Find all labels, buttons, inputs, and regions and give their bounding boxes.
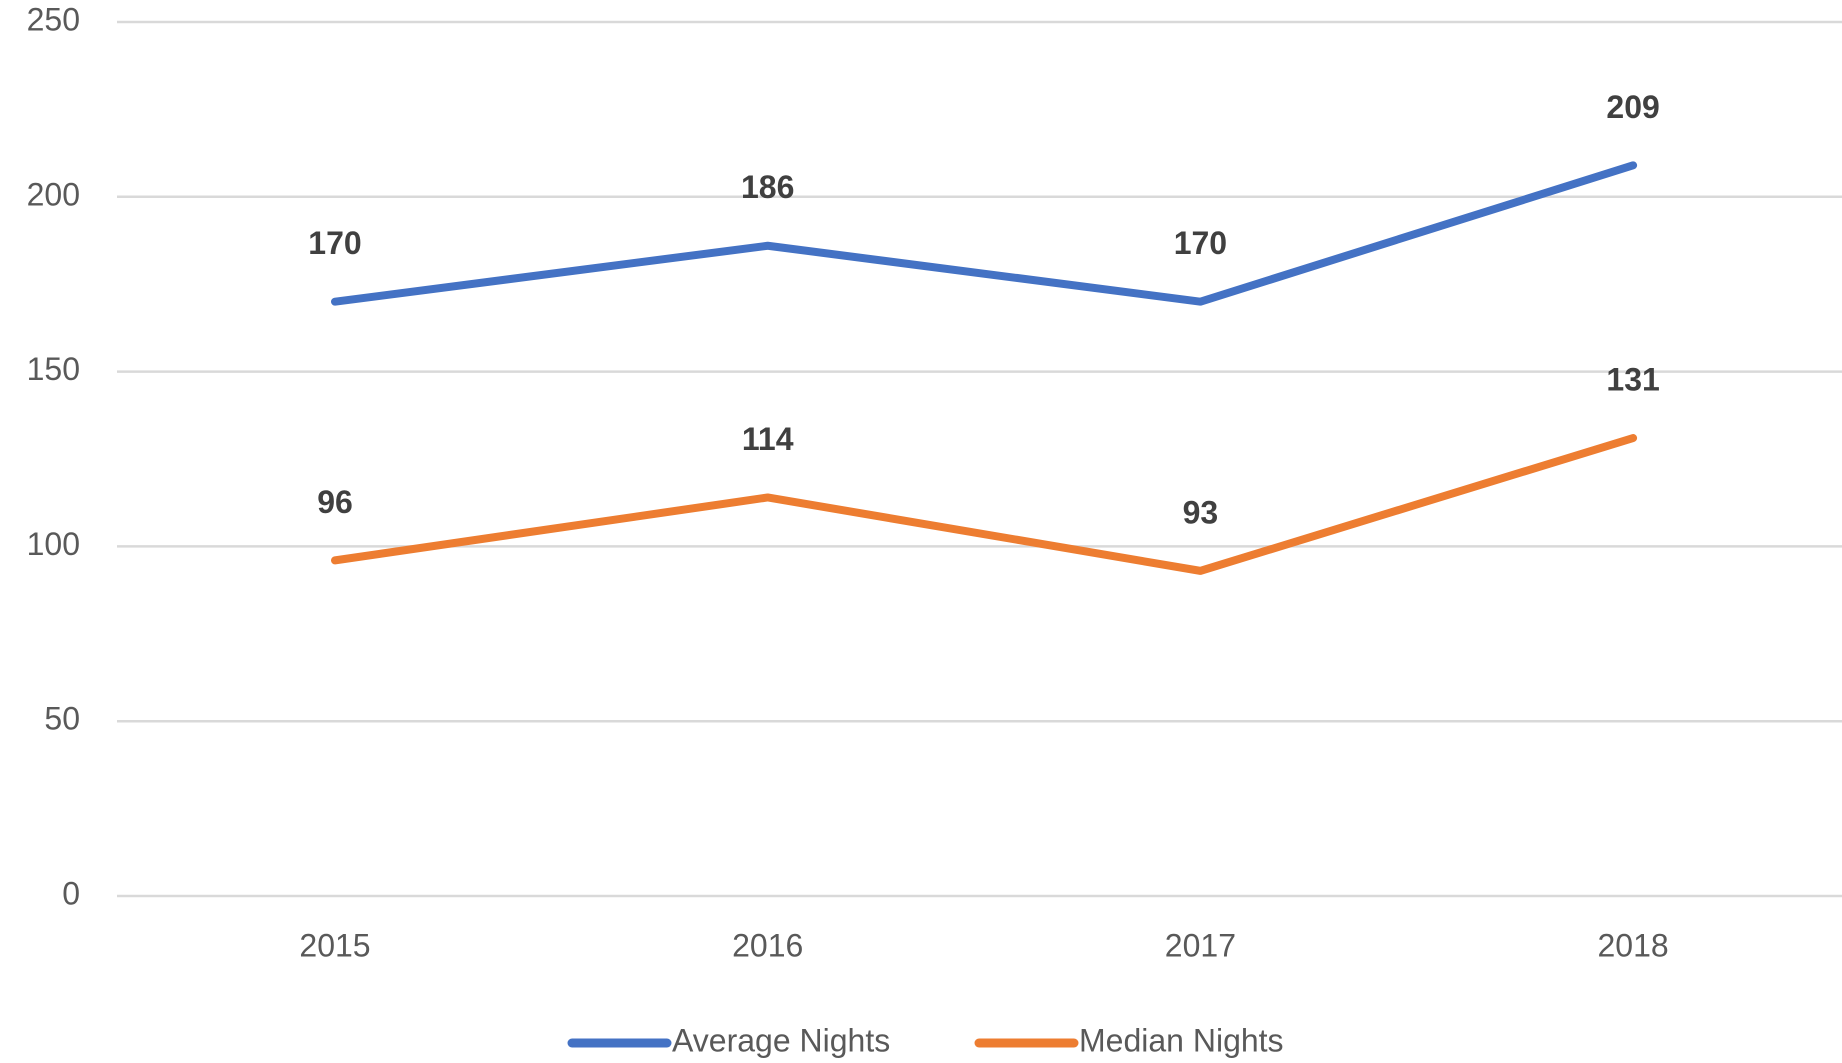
data-label: 209	[1606, 89, 1659, 125]
y-tick-label: 200	[27, 176, 80, 212]
y-tick-label: 150	[27, 351, 80, 387]
data-label: 93	[1183, 494, 1219, 530]
legend-label: Median Nights	[1079, 1022, 1284, 1058]
data-label: 186	[741, 169, 794, 205]
data-label: 170	[308, 225, 361, 261]
y-tick-label: 100	[27, 526, 80, 562]
x-tick-label: 2015	[299, 927, 370, 963]
y-tick-label: 50	[44, 701, 80, 737]
legend-label: Average Nights	[672, 1022, 890, 1058]
x-tick-label: 2017	[1165, 927, 1236, 963]
data-label: 170	[1174, 225, 1227, 261]
data-label: 96	[317, 484, 353, 520]
data-label: 114	[742, 421, 794, 457]
data-label: 131	[1606, 361, 1659, 397]
y-tick-label: 0	[62, 875, 80, 911]
x-tick-label: 2018	[1598, 927, 1669, 963]
line-series	[331, 434, 1638, 575]
y-tick-label: 250	[27, 1, 80, 37]
line-series	[331, 161, 1638, 306]
x-tick-label: 2016	[732, 927, 803, 963]
